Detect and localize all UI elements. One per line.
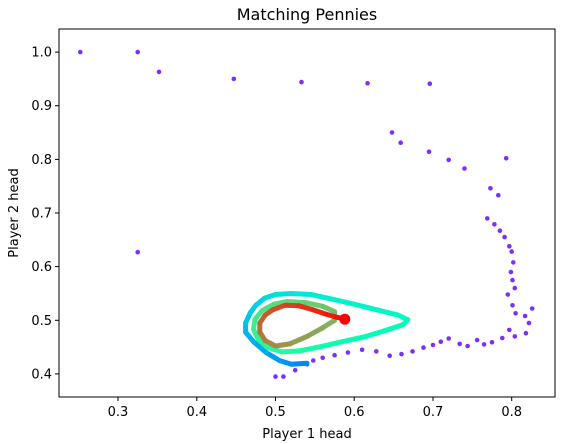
data-point <box>500 335 505 341</box>
data-point <box>529 306 535 311</box>
y-tick-label: 0.4 <box>31 367 52 382</box>
y-axis-label: Player 2 head <box>7 168 22 257</box>
data-point <box>399 351 404 357</box>
trajectory-segment <box>304 325 326 339</box>
data-point <box>492 222 497 227</box>
data-point <box>457 341 463 347</box>
data-point <box>320 355 326 361</box>
data-point <box>332 352 337 358</box>
data-point <box>389 130 395 135</box>
trajectory-segment <box>375 307 400 318</box>
chart-title: Matching Pennies <box>237 5 377 24</box>
trajectory-segment <box>263 350 282 363</box>
trajectory-segment <box>296 344 322 354</box>
data-point <box>135 49 140 55</box>
data-point <box>510 277 515 283</box>
trajectory-segment <box>287 333 310 347</box>
trajectory-segment <box>288 291 314 297</box>
data-point <box>462 166 467 171</box>
y-tick-label: 0.5 <box>31 314 52 329</box>
data-point <box>485 216 490 221</box>
data-point <box>513 311 518 316</box>
data-point <box>512 334 518 339</box>
y-tick-label: 0.7 <box>31 207 52 222</box>
data-point <box>488 186 493 191</box>
data-point <box>496 193 501 198</box>
data-point <box>512 285 518 291</box>
data-point <box>365 80 370 86</box>
trajectory-segment <box>308 292 334 302</box>
x-tick-label: 0.3 <box>108 405 129 420</box>
data-marks <box>78 49 535 379</box>
data-point <box>410 349 415 354</box>
trajectory-segment <box>288 360 310 367</box>
data-point <box>273 374 278 379</box>
data-point <box>446 157 452 163</box>
data-point <box>502 234 507 240</box>
y-tick-label: 0.9 <box>31 99 52 114</box>
data-point <box>299 79 304 85</box>
y-tick-label: 0.8 <box>31 153 52 168</box>
trajectory-segment <box>351 301 381 313</box>
data-point <box>387 353 393 359</box>
data-point <box>507 327 512 333</box>
data-point <box>509 249 514 254</box>
data-point <box>156 69 162 75</box>
x-tick-label: 0.6 <box>344 405 365 420</box>
data-point <box>135 249 140 255</box>
data-point <box>522 313 528 319</box>
trajectory-segment <box>384 322 406 333</box>
data-point <box>374 349 379 354</box>
y-tick-label: 1.0 <box>31 46 52 61</box>
x-tick-label: 0.5 <box>265 405 286 420</box>
trajectory-segment <box>302 300 326 309</box>
x-tick-label: 0.8 <box>501 405 522 420</box>
data-point <box>231 76 237 82</box>
x-axis-label: Player 1 head <box>262 427 351 442</box>
x-axis: 0.3 0.4 0.5 0.6 0.7 0.8 <box>108 397 522 420</box>
data-point <box>446 336 452 341</box>
data-point <box>507 244 512 249</box>
data-point <box>311 358 316 363</box>
x-tick-label: 0.4 <box>186 405 207 420</box>
trajectory-segment <box>339 333 369 345</box>
x-tick-label: 0.7 <box>423 405 444 420</box>
data-point <box>398 140 404 145</box>
data-point <box>511 260 516 265</box>
data-point <box>281 374 286 379</box>
trajectory-segment <box>251 339 269 355</box>
data-point <box>430 342 436 348</box>
trajectory-segment <box>316 339 345 350</box>
data-point <box>526 320 532 326</box>
data-point <box>292 367 298 373</box>
data-point <box>438 339 444 345</box>
trajectory-segment <box>363 327 390 339</box>
data-point <box>503 156 509 161</box>
data-point <box>427 81 433 86</box>
data-point <box>508 269 514 275</box>
trajectory-segment <box>279 348 302 355</box>
data-point <box>505 292 511 297</box>
data-point <box>474 337 480 343</box>
data-point <box>426 149 432 155</box>
data-point <box>78 49 83 55</box>
data-point <box>481 342 487 347</box>
data-point <box>510 303 515 308</box>
trajectory-segment <box>284 299 308 306</box>
data-point <box>497 228 503 233</box>
trajectory-segment <box>273 291 294 297</box>
data-point <box>465 343 470 349</box>
trajectory-segment <box>328 296 357 307</box>
y-tick-label: 0.6 <box>31 260 52 275</box>
final-point <box>339 313 351 325</box>
data-point <box>523 330 529 336</box>
data-point <box>359 347 365 353</box>
y-axis: 0.4 0.5 0.6 0.7 0.8 0.9 1.0 <box>31 46 59 382</box>
data-point <box>421 345 426 350</box>
data-point <box>345 350 351 355</box>
data-point <box>489 340 495 345</box>
